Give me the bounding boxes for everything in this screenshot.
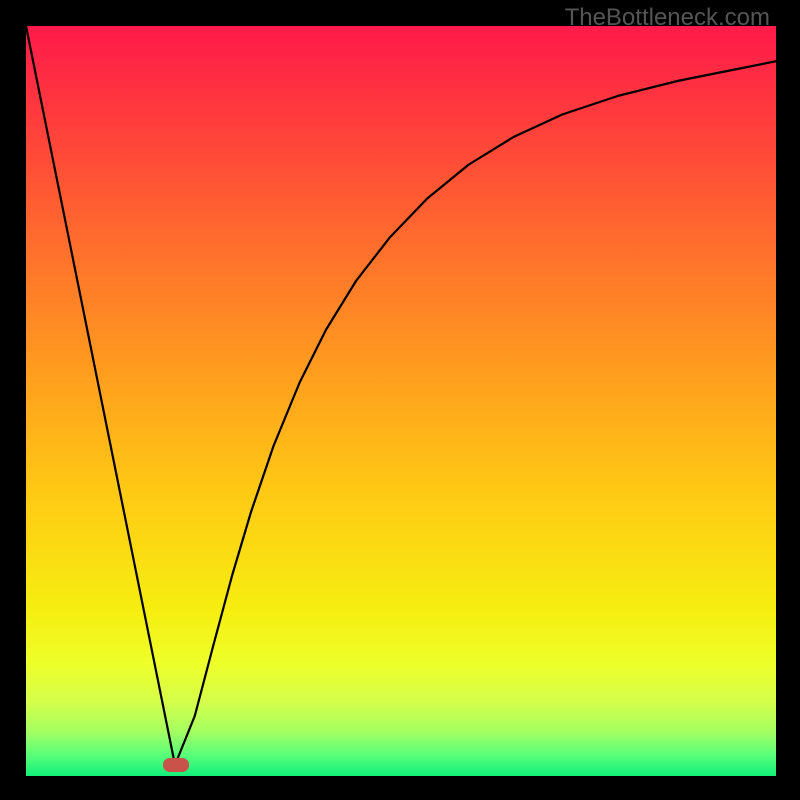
minimum-marker — [163, 758, 189, 772]
watermark-text: TheBottleneck.com — [565, 4, 770, 32]
plot-area — [26, 26, 776, 776]
right-curve — [176, 61, 776, 762]
curve-layer — [26, 26, 776, 776]
chart-container: TheBottleneck.com — [0, 0, 800, 800]
left-line — [26, 26, 175, 763]
